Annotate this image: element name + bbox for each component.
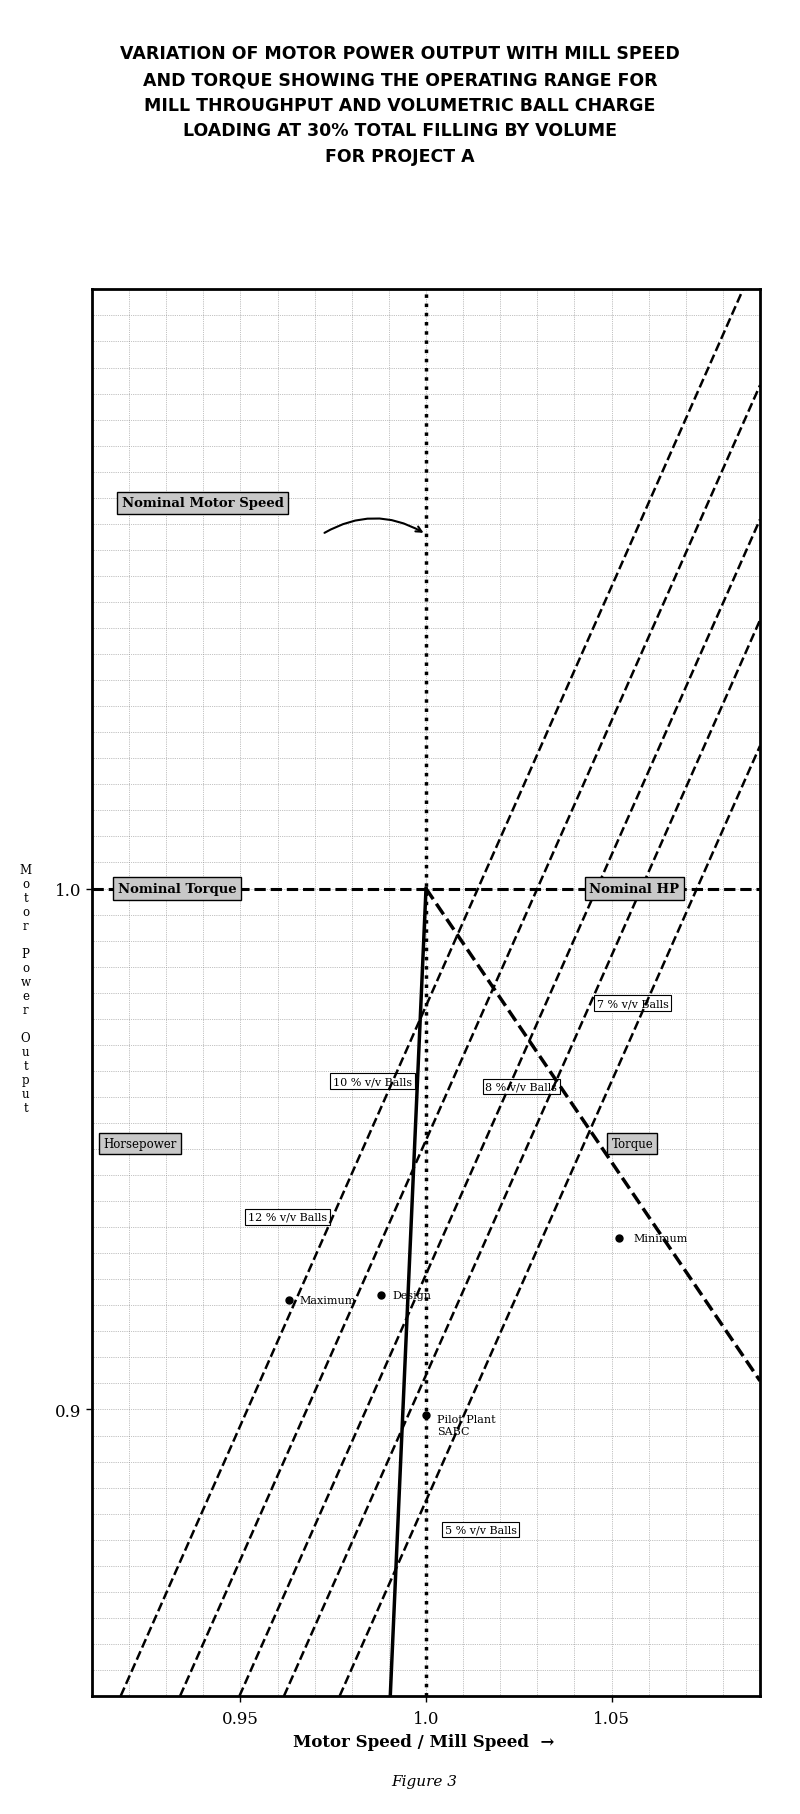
- Text: Pilot Plant
SABC: Pilot Plant SABC: [437, 1415, 496, 1437]
- Text: Design: Design: [393, 1290, 431, 1301]
- Text: 8 % v/v Balls: 8 % v/v Balls: [486, 1081, 558, 1092]
- Text: Minimum: Minimum: [634, 1234, 688, 1243]
- Text: M
o
t
o
r
 
P
o
w
e
r
 
O
u
t
p
u
t: M o t o r P o w e r O u t p u t: [19, 863, 32, 1114]
- Text: 7 % v/v Balls: 7 % v/v Balls: [597, 998, 669, 1009]
- Text: Nominal Torque: Nominal Torque: [118, 883, 237, 896]
- Text: Figure 3: Figure 3: [391, 1774, 457, 1789]
- Text: 10 % v/v Balls: 10 % v/v Balls: [334, 1078, 412, 1087]
- Text: Torque: Torque: [611, 1137, 654, 1150]
- Text: Maximum: Maximum: [300, 1295, 356, 1306]
- Text: Nominal HP: Nominal HP: [590, 883, 679, 896]
- Text: 5 % v/v Balls: 5 % v/v Balls: [445, 1524, 517, 1535]
- Text: Nominal Motor Speed: Nominal Motor Speed: [122, 497, 283, 510]
- Text: 12 % v/v Balls: 12 % v/v Balls: [248, 1212, 327, 1223]
- Text: VARIATION OF MOTOR POWER OUTPUT WITH MILL SPEED
AND TORQUE SHOWING THE OPERATING: VARIATION OF MOTOR POWER OUTPUT WITH MIL…: [120, 45, 680, 167]
- Text: Horsepower: Horsepower: [103, 1137, 177, 1150]
- Text: Motor Speed / Mill Speed  →: Motor Speed / Mill Speed →: [294, 1732, 554, 1751]
